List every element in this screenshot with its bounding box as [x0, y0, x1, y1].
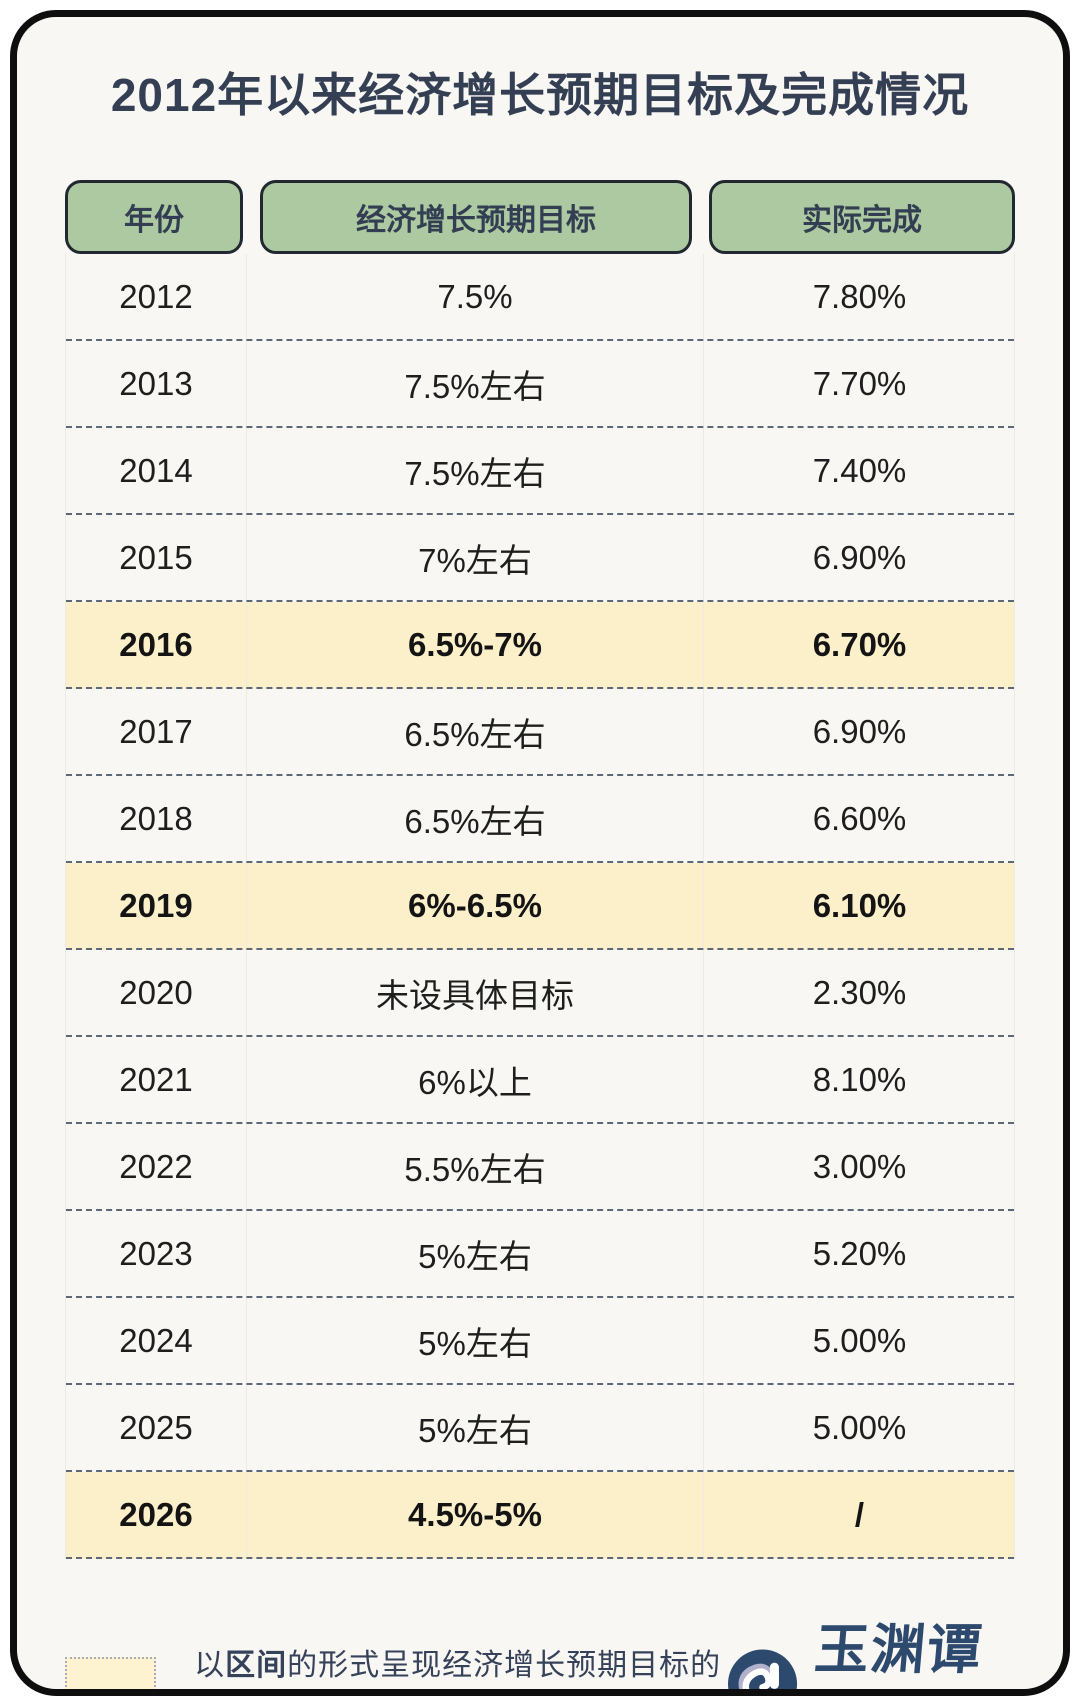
actual-cell: 6.90% [703, 515, 1015, 600]
table-row: 2023 5%左右 5.20% [66, 1211, 1014, 1298]
table-row: 2026 4.5%-5% / [66, 1472, 1014, 1559]
table-row: 2022 5.5%左右 3.00% [66, 1124, 1014, 1211]
table-header-row: 年份 经济增长预期目标 实际完成 [65, 180, 1015, 254]
legend-text-prefix: 以 [194, 1649, 226, 1682]
actual-cell: 7.70% [703, 341, 1015, 426]
actual-cell: 7.80% [703, 254, 1015, 339]
year-cell: 2020 [119, 973, 193, 1011]
target-cell: 5%左右 [246, 1385, 703, 1470]
swirl-exclamation-badge-icon [728, 1649, 798, 1689]
target-cell: 5.5%左右 [246, 1124, 703, 1209]
year-cell: 2021 [119, 1060, 193, 1098]
target-cell: 5%左右 [246, 1211, 703, 1296]
year-cell: 2026 [119, 1495, 193, 1533]
infographic-card: 2012年以来经济增长预期目标及完成情况 年份 经济增长预期目标 实际完成 20… [10, 10, 1070, 1696]
legend-text-bold: 区间 [225, 1649, 288, 1682]
target-cell: 6%-6.5% [246, 863, 703, 948]
target-cell: 7.5%左右 [246, 341, 703, 426]
target-cell: 6.5%左右 [246, 776, 703, 861]
actual-cell: 5.00% [703, 1385, 1015, 1470]
actual-cell: 5.20% [703, 1211, 1015, 1296]
table-body: 2012 7.5% 7.80% 2013 7.5%左右 7.70% 2014 7… [65, 254, 1015, 1559]
table-row: 2015 7%左右 6.90% [66, 515, 1014, 602]
year-cell: 2012 [119, 277, 193, 315]
table-row: 2016 6.5%-7% 6.70% [66, 602, 1014, 689]
header-cell-target: 经济增长预期目标 [260, 180, 692, 254]
target-cell: 4.5%-5% [246, 1472, 703, 1557]
target-cell: 7%左右 [246, 515, 703, 600]
actual-cell: / [703, 1472, 1015, 1557]
year-cell: 2023 [119, 1234, 193, 1272]
year-cell: 2018 [119, 799, 193, 837]
target-cell: 6%以上 [246, 1037, 703, 1122]
table-row: 2018 6.5%左右 6.60% [66, 776, 1014, 863]
actual-cell: 6.60% [703, 776, 1015, 861]
legend-swatch [65, 1657, 157, 1689]
legend: 以区间的形式呈现经济增长预期目标的年份 [65, 1640, 728, 1689]
legend-text-suffix: 的形式呈现经济增长预期目标的年份 [287, 1649, 722, 1682]
actual-cell: 5.00% [703, 1298, 1015, 1383]
year-cell: 2014 [119, 451, 193, 489]
table-row: 2024 5%左右 5.00% [66, 1298, 1014, 1385]
table-row: 2021 6%以上 8.10% [66, 1037, 1014, 1124]
page-title: 2012年以来经济增长预期目标及完成情况 [110, 69, 970, 121]
actual-cell: 7.40% [703, 428, 1015, 513]
year-cell: 2013 [119, 364, 193, 402]
actual-cell: 8.10% [703, 1037, 1015, 1122]
table-row: 2012 7.5% 7.80% [66, 254, 1014, 341]
year-cell: 2022 [119, 1147, 193, 1185]
year-cell: 2016 [119, 625, 193, 663]
brand-logo: 玉渊谭天 [728, 1605, 1015, 1689]
target-cell: 7.5%左右 [246, 428, 703, 513]
table-row: 2019 6%-6.5% 6.10% [66, 863, 1014, 950]
target-cell: 6.5%-7% [246, 602, 703, 687]
target-cell: 6.5%左右 [246, 689, 703, 774]
year-cell: 2017 [119, 712, 193, 750]
target-cell: 5%左右 [246, 1298, 703, 1383]
year-cell: 2025 [119, 1408, 193, 1446]
year-cell: 2019 [119, 886, 193, 924]
table-row: 2013 7.5%左右 7.70% [66, 341, 1014, 428]
header-cell-actual: 实际完成 [709, 180, 1015, 254]
table-row: 2025 5%左右 5.00% [66, 1385, 1014, 1472]
target-cell: 7.5% [246, 254, 703, 339]
year-cell: 2015 [119, 538, 193, 576]
header-cell-year: 年份 [65, 180, 243, 254]
actual-cell: 2.30% [703, 950, 1015, 1035]
target-cell: 未设具体目标 [246, 950, 703, 1035]
footer: 以区间的形式呈现经济增长预期目标的年份 玉渊谭天 [65, 1605, 1015, 1689]
table-row: 2020 未设具体目标 2.30% [66, 950, 1014, 1037]
legend-text: 以区间的形式呈现经济增长预期目标的年份 [194, 1640, 728, 1689]
growth-table: 年份 经济增长预期目标 实际完成 2012 7.5% 7.80% 2013 7.… [65, 180, 1015, 1559]
brand-logo-text: 玉渊谭天 [811, 1620, 986, 1680]
table-row: 2014 7.5%左右 7.40% [66, 428, 1014, 515]
actual-cell: 6.10% [703, 863, 1015, 948]
table-row: 2017 6.5%左右 6.90% [66, 689, 1014, 776]
year-cell: 2024 [119, 1321, 193, 1359]
actual-cell: 6.70% [703, 602, 1015, 687]
actual-cell: 6.90% [703, 689, 1015, 774]
actual-cell: 3.00% [703, 1124, 1015, 1209]
